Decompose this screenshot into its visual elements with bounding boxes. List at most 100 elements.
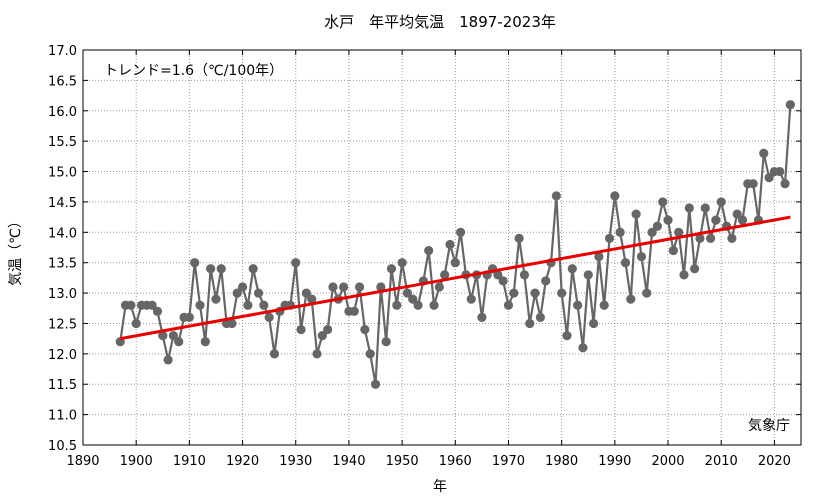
data-point (658, 197, 668, 207)
y-tick-label: 11.5 (48, 378, 77, 393)
data-point (434, 282, 444, 292)
data-point (594, 252, 604, 262)
chart-title: 水戸 年平均気温 1897-2023年 (324, 13, 556, 31)
x-tick-label: 1900 (120, 454, 153, 469)
data-point (381, 337, 391, 347)
data-point (312, 349, 322, 359)
axis-ticks: 1890 1900 1910 1920 1930 1940 1950 1960 1970 1980… (48, 44, 801, 469)
data-point (269, 349, 280, 359)
x-tick-label: 2000 (651, 454, 684, 469)
data-point (674, 227, 684, 237)
data-point (450, 258, 460, 268)
data-point (200, 337, 210, 347)
data-point (168, 331, 179, 341)
y-tick-label: 16.5 (48, 74, 77, 89)
data-point (429, 300, 439, 310)
data-point (493, 270, 503, 280)
trend-layer (119, 215, 791, 341)
data-point (386, 264, 397, 274)
data-point (243, 300, 253, 310)
data-point (705, 233, 716, 243)
y-tick-label: 10.5 (48, 439, 77, 454)
data-point (551, 191, 561, 201)
y-tick-label: 15.0 (48, 166, 77, 181)
data-point (131, 318, 141, 329)
data-point (296, 324, 306, 335)
data-point (642, 288, 652, 298)
y-tick-label: 11.0 (48, 409, 77, 424)
data-point (620, 258, 631, 268)
x-tick-label: 1970 (492, 454, 525, 469)
data-point (775, 166, 785, 177)
data-point (695, 233, 705, 243)
data-point (626, 294, 636, 304)
data-point (174, 337, 184, 347)
x-tick-label: 1930 (279, 454, 312, 469)
data-point (291, 258, 301, 268)
data-point (402, 288, 413, 298)
data-point (567, 264, 577, 274)
data-point (498, 276, 508, 286)
data-point (727, 233, 737, 243)
data-point (562, 331, 572, 341)
y-tick-label: 12.0 (48, 348, 77, 363)
data-point (126, 300, 136, 310)
data-point (354, 282, 365, 292)
data-point (158, 331, 168, 341)
data-point (631, 209, 641, 219)
data-point (190, 258, 200, 268)
data-point (227, 318, 237, 329)
data-point (732, 209, 742, 219)
data-point (759, 148, 769, 158)
data-point (509, 288, 519, 298)
x-tick-label: 1910 (173, 454, 206, 469)
x-tick-label: 1980 (545, 454, 578, 469)
data-point (152, 306, 163, 316)
x-tick-label: 1890 (66, 454, 99, 469)
data-point (360, 324, 370, 335)
data-point (376, 282, 386, 292)
data-point (413, 300, 423, 310)
y-tick-label: 13.5 (48, 257, 77, 272)
data-point (184, 312, 194, 322)
y-tick-label: 16.0 (48, 105, 77, 120)
data-point (663, 215, 673, 225)
data-point (610, 191, 620, 201)
data-point (370, 379, 381, 389)
data-point (408, 294, 418, 304)
x-tick-label: 1950 (386, 454, 419, 469)
series-layer (115, 100, 795, 389)
data-point (690, 264, 700, 274)
data-point (339, 282, 349, 292)
data-point (604, 233, 615, 243)
data-point (317, 331, 327, 341)
data-point (211, 294, 221, 304)
data-point (503, 300, 514, 310)
data-point (445, 239, 455, 250)
data-point (525, 318, 535, 329)
data-point (424, 245, 434, 256)
data-point (514, 233, 524, 243)
data-point (785, 100, 795, 110)
data-point (392, 300, 402, 310)
data-point (264, 312, 274, 322)
data-point (599, 300, 609, 310)
data-point (535, 312, 545, 322)
data-point (679, 270, 689, 280)
data-point (519, 270, 530, 280)
data-point (780, 179, 790, 189)
data-point (711, 215, 721, 225)
data-point (530, 288, 540, 298)
data-point (206, 264, 216, 274)
data-point (588, 318, 599, 329)
data-point (456, 227, 466, 237)
data-point (307, 294, 317, 304)
data-point (541, 276, 551, 286)
data-point (652, 221, 663, 231)
y-tick-label: 15.5 (48, 135, 77, 150)
data-point (323, 324, 333, 335)
plot-frame (82, 49, 802, 446)
x-tick-label: 2010 (705, 454, 738, 469)
data-point (301, 288, 311, 298)
